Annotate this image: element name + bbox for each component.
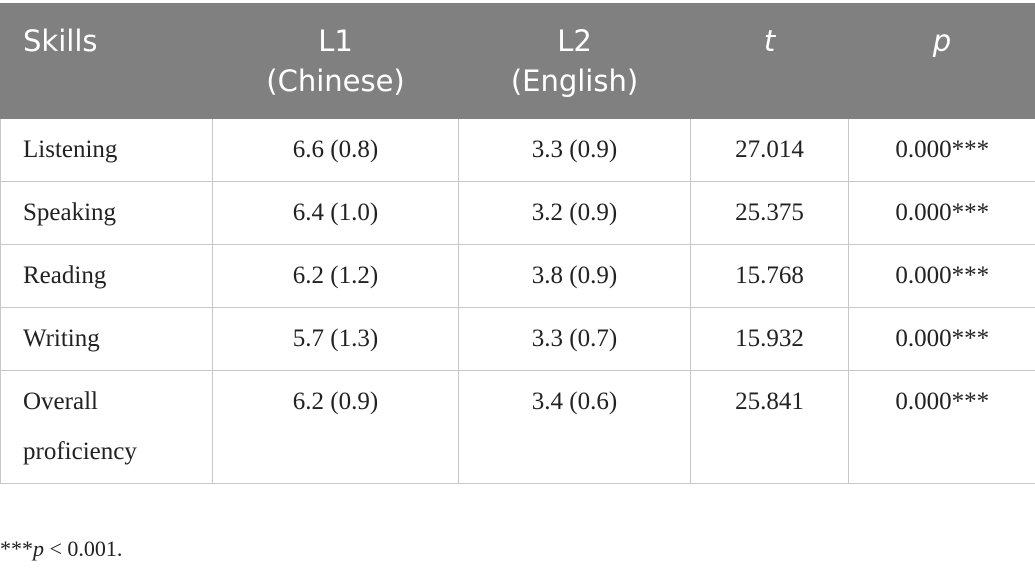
- cell: 3.8 (0.9): [458, 244, 691, 308]
- table-row: Overall proficiency 6.2 (0.9) 3.4 (0.6) 25.…: [0, 370, 1035, 484]
- cell: 3.2 (0.9): [458, 181, 691, 245]
- footnote: ***p < 0.001.: [0, 536, 122, 562]
- table-row: Speaking 6.4 (1.0) 3.2 (0.9) 25.375 0.000***: [0, 181, 1035, 245]
- row-label: Reading: [0, 244, 213, 308]
- cell: 25.841: [690, 370, 849, 484]
- header-text: L1: [318, 24, 353, 58]
- header-cell: L1 (Chinese): [212, 3, 459, 119]
- header-text: (Chinese): [266, 64, 405, 98]
- header-text: L2: [557, 24, 592, 58]
- table-row: Listening 6.6 (0.8) 3.3 (0.9) 27.014 0.000**…: [0, 118, 1035, 182]
- cell: 5.7 (1.3): [212, 307, 459, 371]
- footnote-stars: ***: [0, 536, 33, 561]
- cell: 0.000***: [848, 118, 1035, 182]
- cell: 6.4 (1.0): [212, 181, 459, 245]
- header-row: Skills L1 (Chinese) L2 (English) t p: [0, 3, 1035, 119]
- row-label: Speaking: [0, 181, 213, 245]
- data-table: Skills L1 (Chinese) L2 (English) t p Listening…: [0, 3, 1035, 484]
- cell: 0.000***: [848, 307, 1035, 371]
- cell: 3.3 (0.7): [458, 307, 691, 371]
- row-label: Overall proficiency: [0, 370, 213, 484]
- cell: 0.000***: [848, 181, 1035, 245]
- cell: 6.2 (1.2): [212, 244, 459, 308]
- row-label: Writing: [0, 307, 213, 371]
- header-cell: p: [848, 3, 1035, 119]
- cell: 0.000***: [848, 370, 1035, 484]
- cell: 25.375: [690, 181, 849, 245]
- cell: 15.932: [690, 307, 849, 371]
- footnote-text: < 0.001.: [44, 536, 123, 561]
- header-text: p: [932, 24, 952, 58]
- header-cell: t: [690, 3, 849, 119]
- cell: 3.4 (0.6): [458, 370, 691, 484]
- cell: 27.014: [690, 118, 849, 182]
- cell: 0.000***: [848, 244, 1035, 308]
- header-cell: Skills: [0, 3, 213, 119]
- table-row: Reading 6.2 (1.2) 3.8 (0.9) 15.768 0.000***: [0, 244, 1035, 308]
- header-cell: L2 (English): [458, 3, 691, 119]
- footnote-italic: p: [33, 536, 44, 561]
- header-text: (English): [510, 64, 639, 98]
- table-row: Writing 5.7 (1.3) 3.3 (0.7) 15.932 0.000***: [0, 307, 1035, 371]
- row-label: Listening: [0, 118, 213, 182]
- cell: 3.3 (0.9): [458, 118, 691, 182]
- header-text: Skills: [23, 24, 98, 58]
- header-text: t: [763, 24, 776, 58]
- cell: 6.6 (0.8): [212, 118, 459, 182]
- table-body: Listening 6.6 (0.8) 3.3 (0.9) 27.014 0.000**…: [0, 118, 1035, 484]
- cell: 6.2 (0.9): [212, 370, 459, 484]
- cell: 15.768: [690, 244, 849, 308]
